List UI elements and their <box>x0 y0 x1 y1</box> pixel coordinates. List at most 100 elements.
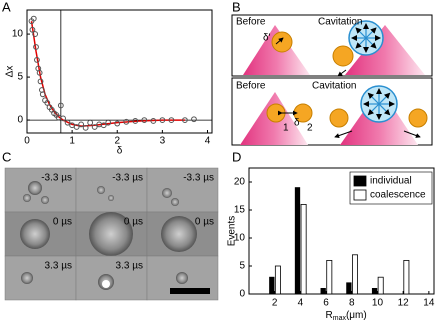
image-cell <box>75 167 148 213</box>
scale-bar <box>170 288 210 294</box>
y-tick-label: 20 <box>234 177 246 188</box>
panel-c: C -3.3 µs -3.3 µs -3.3 µs 0 µs 0 µs 0 µs 3.3 µ… <box>2 149 219 301</box>
point <box>82 124 89 131</box>
plot-frame <box>26 9 213 134</box>
time-label: 3.3 µs <box>45 261 72 272</box>
point <box>39 91 46 98</box>
spoke <box>355 27 367 39</box>
point <box>100 122 107 129</box>
point <box>91 124 98 130</box>
panel-label: C <box>2 149 11 164</box>
bubble-image <box>21 272 33 284</box>
bubble <box>408 108 428 128</box>
bubble-image <box>171 198 179 206</box>
x-axis-label: Rmax(μm) <box>326 310 367 322</box>
arrow <box>337 69 347 77</box>
y-axis-label: Events <box>227 216 238 247</box>
spoke <box>365 27 377 39</box>
legend-swatch <box>353 189 367 201</box>
point <box>150 118 157 124</box>
label: Cavitation <box>318 17 362 28</box>
y-tick-label: 10 <box>234 233 246 244</box>
point <box>60 115 66 122</box>
time-label: -3.3 µs <box>112 173 143 184</box>
point <box>57 102 64 109</box>
point <box>30 15 37 22</box>
bar <box>294 187 301 295</box>
point <box>33 44 39 50</box>
x-tick-label: 4 <box>205 136 211 147</box>
label: Before <box>236 17 266 28</box>
time-label: -3.3 µs <box>183 173 214 184</box>
bubble-image <box>28 181 42 195</box>
time-label: 3.3 µs <box>116 261 143 272</box>
x-tick-label: 2 <box>272 298 278 309</box>
cavitation-bubble <box>348 20 384 56</box>
bar <box>269 276 275 295</box>
point <box>105 119 112 126</box>
arrow <box>334 130 353 138</box>
substrate <box>345 25 425 75</box>
point <box>78 121 85 128</box>
bubble-image <box>161 216 197 252</box>
bubble-image <box>162 188 172 198</box>
point <box>141 117 148 123</box>
y-tick-label: 0 <box>17 115 23 126</box>
bubble <box>329 108 349 128</box>
y-axis-label: Δx <box>5 66 16 78</box>
point <box>132 118 139 124</box>
label: δ' <box>263 33 271 44</box>
bubble-image <box>20 219 50 249</box>
spoke <box>378 92 391 105</box>
arrow <box>403 130 421 138</box>
image-cell <box>146 167 219 213</box>
x-axis-label-part: max <box>333 315 347 322</box>
y-tick-label: 5 <box>239 261 245 272</box>
panel-label: D <box>232 149 241 164</box>
bar <box>346 282 352 295</box>
x-tick-label: 4 <box>298 298 304 309</box>
spoke <box>367 103 380 116</box>
point <box>159 117 166 123</box>
label: δ <box>294 118 300 129</box>
y-tick-label: 15 <box>234 205 246 216</box>
bubble <box>271 31 293 53</box>
image-cell <box>4 255 77 301</box>
point <box>73 124 80 130</box>
x-tick-label: 10 <box>372 298 384 309</box>
x-tick-label: 8 <box>349 298 355 309</box>
label: 2 <box>307 123 313 134</box>
spoke <box>365 37 377 49</box>
spoke <box>355 37 367 49</box>
y-tick-label: 10 <box>12 29 24 40</box>
bubble-image <box>97 186 105 194</box>
bubble-image <box>176 272 188 284</box>
x-axis-label-part: (μm) <box>346 310 367 321</box>
x-tick-label: 14 <box>423 298 435 309</box>
bar <box>300 203 307 295</box>
bar <box>320 287 326 295</box>
point <box>64 119 71 126</box>
x-tick-label: 0 <box>24 136 30 147</box>
x-tick-label: 3 <box>160 136 166 147</box>
bar <box>377 276 384 295</box>
bubble-image <box>23 194 31 202</box>
point <box>168 117 175 123</box>
x-tick-label: 12 <box>398 298 410 309</box>
point <box>87 119 94 126</box>
bubble-image <box>89 212 133 256</box>
point <box>182 117 188 123</box>
bright-spot <box>102 280 110 288</box>
time-label: 0 µs <box>195 217 214 228</box>
point <box>123 118 130 125</box>
legend-label: individual <box>370 176 412 187</box>
point <box>29 26 36 33</box>
panel-label: A <box>2 0 11 14</box>
point <box>191 116 197 123</box>
bar <box>352 254 358 295</box>
x-axis-label: δ <box>117 146 123 157</box>
point <box>114 120 121 127</box>
legend-label: coalescence <box>370 190 426 201</box>
spoke <box>378 103 391 116</box>
